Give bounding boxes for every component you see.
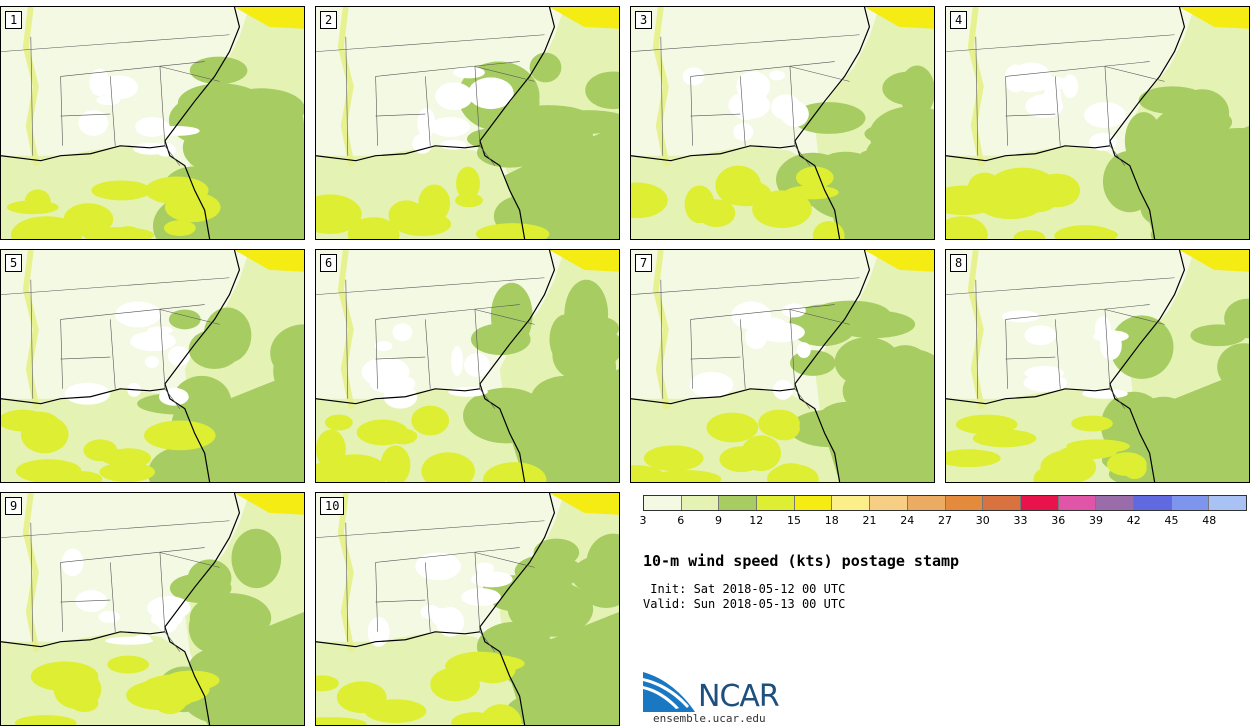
site-url: ensemble.ucar.edu — [653, 712, 766, 725]
colorbar-swatch — [832, 496, 871, 510]
valid-time: Valid: Sun 2018-05-13 00 UTC — [643, 597, 846, 611]
map-panel: 4 — [945, 6, 1250, 240]
colorbar-swatch — [719, 496, 758, 510]
map-panel: 1 — [0, 6, 305, 240]
colorbar-swatch — [1209, 496, 1246, 510]
colorbar-swatch — [907, 496, 946, 510]
wind-speed-map — [631, 7, 934, 239]
panel-number: 7 — [635, 254, 653, 272]
map-panel: 8 — [945, 249, 1250, 483]
plot-title: 10-m wind speed (kts) postage stamp — [643, 552, 960, 570]
colorbar-swatch — [1058, 496, 1097, 510]
wind-speed-map — [1, 493, 304, 725]
colorbar-tick-label: 45 — [1164, 514, 1179, 527]
panel-number: 5 — [5, 254, 23, 272]
colorbar-swatch — [1020, 496, 1059, 510]
colorbar-tick-label: 48 — [1202, 514, 1217, 527]
map-panel: 5 — [0, 249, 305, 483]
ncar-logo-icon — [643, 672, 695, 712]
colorbar-tick-label: 15 — [787, 514, 801, 527]
panel-number: 2 — [320, 11, 338, 29]
colorbar-tick-label: 27 — [938, 514, 952, 527]
map-panel: 6 — [315, 249, 620, 483]
colorbar-tick-label: 21 — [862, 514, 877, 527]
colorbar-swatch — [870, 496, 908, 510]
colorbar-swatch — [757, 496, 795, 510]
colorbar — [643, 495, 1247, 511]
colorbar-tick-label: 39 — [1089, 514, 1103, 527]
colorbar-tick-label: 18 — [824, 514, 839, 527]
colorbar-swatch — [1133, 496, 1172, 510]
panel-number: 10 — [320, 497, 345, 515]
colorbar-swatch — [644, 496, 682, 510]
wind-speed-map — [316, 493, 619, 725]
map-panel: 9 — [0, 492, 305, 726]
panel-number: 6 — [320, 254, 338, 272]
colorbar-tick-label: 12 — [749, 514, 764, 527]
colorbar-tick-label: 30 — [975, 514, 990, 527]
ncar-logo-text: NCAR — [698, 679, 780, 714]
init-time: Init: Sat 2018-05-12 00 UTC — [643, 582, 846, 596]
wind-speed-map — [631, 250, 934, 482]
colorbar-swatch — [681, 496, 720, 510]
colorbar-tick-label: 42 — [1126, 514, 1141, 527]
colorbar-swatch — [1171, 496, 1210, 510]
colorbar-labels: 3 6 9 12 15 18 21 24 27 30 33 36 39 42 45 48 — [639, 514, 1247, 528]
panel-number: 8 — [950, 254, 968, 272]
colorbar-tick-label: 3 — [639, 514, 647, 527]
map-panel: 3 — [630, 6, 935, 240]
colorbar-swatch — [1096, 496, 1134, 510]
colorbar-swatch — [794, 496, 833, 510]
colorbar-tick-label: 33 — [1013, 514, 1028, 527]
panel-number: 4 — [950, 11, 968, 29]
colorbar-tick-label: 24 — [900, 514, 915, 527]
panel-number: 1 — [5, 11, 23, 29]
wind-speed-map — [946, 250, 1249, 482]
colorbar-tick-label: 36 — [1051, 514, 1066, 527]
panel-number: 3 — [635, 11, 653, 29]
colorbar-swatch — [945, 496, 984, 510]
wind-speed-map — [946, 7, 1249, 239]
colorbar-tick-label: 6 — [677, 514, 685, 527]
colorbar-swatch — [983, 496, 1021, 510]
panel-number: 9 — [5, 497, 23, 515]
wind-speed-map — [316, 7, 619, 239]
wind-speed-map — [316, 250, 619, 482]
map-panel: 2 — [315, 6, 620, 240]
colorbar-tick-label: 9 — [715, 514, 722, 527]
wind-speed-map — [1, 250, 304, 482]
wind-speed-map — [1, 7, 304, 239]
map-panel: 7 — [630, 249, 935, 483]
map-panel: 10 — [315, 492, 620, 726]
